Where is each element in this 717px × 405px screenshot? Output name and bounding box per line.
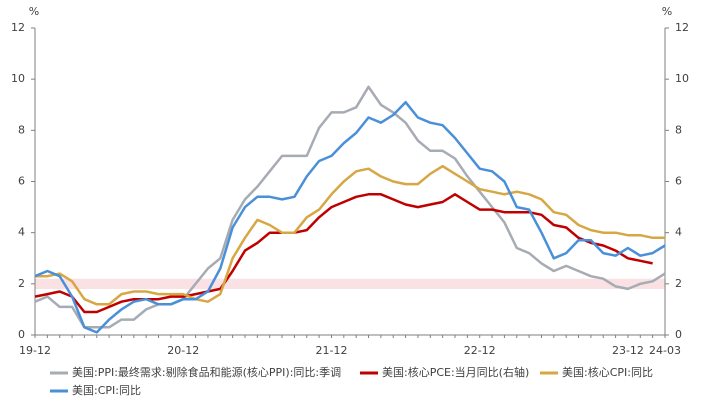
y-tick-label: 4	[18, 226, 25, 239]
x-tick-label: 19-12	[19, 344, 51, 357]
y-unit: %	[29, 5, 39, 18]
y2-tick-label: 8	[675, 123, 682, 136]
y2-tick-label: 4	[675, 226, 682, 239]
y-tick-label: 0	[18, 328, 25, 341]
y2-unit: %	[662, 5, 672, 18]
x-tick-label: 21-12	[315, 344, 347, 357]
y-tick-label: 2	[18, 277, 25, 290]
target-band	[35, 278, 665, 289]
x-tick-label: 24-03	[649, 344, 681, 357]
series-line	[34, 85, 666, 329]
x-tick-label: 23-12	[612, 344, 644, 357]
series-line	[35, 164, 665, 306]
legend-label: 美国:核心CPI:同比	[562, 365, 653, 379]
y-tick-label: 10	[11, 72, 25, 85]
legend-label: 美国:核心PCE:当月同比(右轴)	[382, 365, 529, 379]
series-line	[34, 193, 653, 314]
legend-label: 美国:CPI:同比	[72, 384, 141, 397]
y2-tick-label: 10	[675, 72, 689, 85]
series-line	[34, 100, 666, 334]
legend-label: 美国:PPI:最终需求:剔除食品和能源(核心PPI):同比:季调	[72, 365, 341, 379]
y2-tick-label: 2	[675, 277, 682, 290]
y2-tick-label: 6	[675, 175, 682, 188]
y-tick-label: 12	[11, 21, 25, 34]
y-tick-label: 8	[18, 123, 25, 136]
y-tick-label: 6	[18, 175, 25, 188]
x-tick-label: 20-12	[167, 344, 199, 357]
legend: 美国:PPI:最终需求:剔除食品和能源(核心PPI):同比:季调 美国:核心PCE…	[50, 365, 653, 397]
x-tick-label: 22-12	[464, 344, 496, 357]
y2-tick-label: 0	[675, 328, 682, 341]
y2-tick-label: 12	[675, 21, 689, 34]
